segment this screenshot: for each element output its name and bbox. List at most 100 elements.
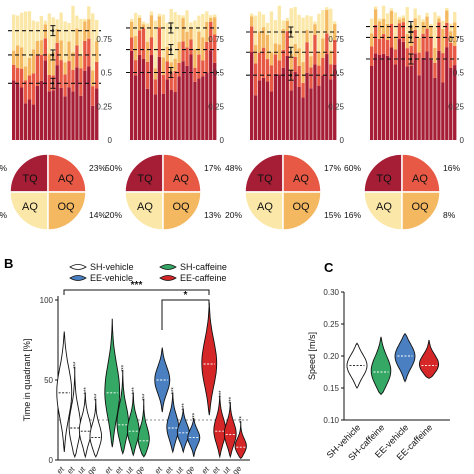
bar-segment xyxy=(389,10,394,25)
bar-segment xyxy=(75,45,79,68)
bar-segment xyxy=(79,55,83,69)
bar-segment xyxy=(189,39,193,55)
bar-chart-3: 0 0.25 0.5 0.75 xyxy=(246,5,345,145)
aq-slice xyxy=(9,191,49,231)
bar-segment xyxy=(425,16,429,29)
bar-segment xyxy=(425,51,429,140)
bar-segment xyxy=(425,12,429,17)
oq-percent: 8% xyxy=(443,210,456,220)
bar-segment xyxy=(19,68,24,88)
bar-segment xyxy=(133,75,138,140)
bar-segment xyxy=(149,55,154,140)
bar-segment xyxy=(381,34,386,54)
y-tick-label: 0.10 xyxy=(323,416,339,425)
bar-segment xyxy=(91,105,95,140)
bar-segment xyxy=(39,80,44,140)
violin xyxy=(104,318,121,448)
bar-segment xyxy=(385,23,390,40)
tq-percent: 48% xyxy=(225,163,242,173)
x-tick-label: et xyxy=(55,464,67,474)
bar-segment xyxy=(153,79,158,95)
y-tick-label: 0.25 xyxy=(448,102,464,111)
bar-segment xyxy=(23,66,28,81)
bar-segment xyxy=(429,26,433,38)
bar-segment xyxy=(153,20,158,69)
aq-slice xyxy=(162,153,202,193)
quadrant-label: TQ xyxy=(376,173,392,185)
bar-segment xyxy=(47,74,51,92)
bar-segment xyxy=(389,47,394,141)
bar-segment xyxy=(149,11,154,16)
bar-segment xyxy=(137,30,142,55)
y-axis-title: Time in quadrant [%] xyxy=(22,339,32,422)
bar-segment xyxy=(47,53,51,75)
violin xyxy=(154,347,171,413)
bar-segment xyxy=(273,54,278,74)
bar-segment xyxy=(137,15,142,18)
significance-stars: *** xyxy=(240,415,246,423)
bar-segment xyxy=(265,59,270,82)
violin xyxy=(213,395,227,459)
bar-segment xyxy=(55,19,59,29)
y-tick-label: 0.5 xyxy=(213,69,225,78)
bar-segment xyxy=(301,82,305,98)
bar-segment xyxy=(35,54,40,86)
mean-point xyxy=(169,71,173,74)
legend-swatch xyxy=(159,264,177,270)
bar-segment xyxy=(433,12,437,48)
aq-percent: 17% xyxy=(204,163,221,173)
x-tick-label: et xyxy=(210,464,222,474)
bar-segment xyxy=(205,21,209,42)
bar-segment xyxy=(47,13,51,54)
significance-stars: *** xyxy=(143,393,149,401)
violin-ee-vehicle xyxy=(394,332,416,383)
bar-segment xyxy=(39,15,44,41)
bar-segment xyxy=(87,38,91,67)
oq-percent: 13% xyxy=(204,210,221,220)
bar-segment xyxy=(273,73,278,140)
bar-segment xyxy=(189,27,193,40)
bar-segment xyxy=(12,14,16,51)
mean-point xyxy=(289,30,293,34)
bar-segment xyxy=(277,5,282,45)
bar-segment xyxy=(370,33,374,47)
bar-segment xyxy=(370,18,374,34)
bar-segment xyxy=(213,34,217,63)
bar-segment xyxy=(257,31,262,53)
bar-segment xyxy=(43,20,47,25)
bar-segment xyxy=(393,12,398,37)
bar-segment xyxy=(433,62,437,78)
bar-segment xyxy=(397,19,402,24)
bar-segment xyxy=(209,50,213,140)
bar-segment xyxy=(95,61,99,89)
violin xyxy=(223,401,237,459)
x-tick-label: ge xyxy=(231,464,244,474)
bar-segment xyxy=(401,22,405,42)
bar-segment xyxy=(201,60,205,77)
bar-segment xyxy=(433,77,437,140)
bar-segment xyxy=(253,95,258,140)
bar-segment xyxy=(87,6,91,20)
bar-segment xyxy=(405,66,409,140)
aq-slice xyxy=(363,191,403,231)
aq-slice xyxy=(124,191,164,231)
mean-point xyxy=(289,73,293,77)
bar-segment xyxy=(31,104,36,140)
bar-segment xyxy=(173,12,177,59)
bar-segment xyxy=(313,21,317,25)
mean-point xyxy=(51,82,55,85)
legend-label: SH-vehicle xyxy=(90,262,134,272)
significance-stars: *** xyxy=(84,387,90,395)
bar-segment xyxy=(293,43,297,57)
bar-segment xyxy=(297,14,301,49)
bar-segment xyxy=(177,14,181,42)
y-tick-label: 0.5 xyxy=(453,69,465,78)
quadrant-label: OQ xyxy=(411,201,429,213)
bar-segment xyxy=(39,54,44,81)
bar-segment xyxy=(317,13,321,52)
bar-segment xyxy=(437,50,441,140)
tq-slice xyxy=(244,153,284,193)
bar-segment xyxy=(329,50,333,65)
bar-segment xyxy=(269,65,274,92)
